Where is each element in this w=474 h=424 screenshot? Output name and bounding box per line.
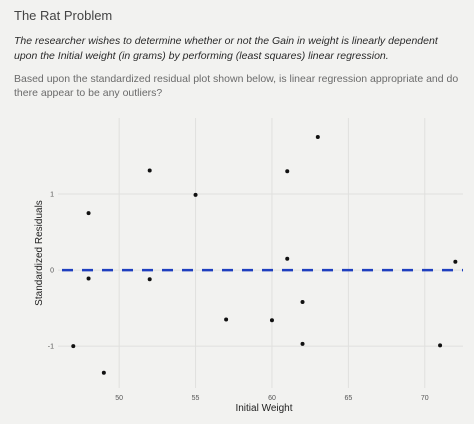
data-point (147, 277, 152, 282)
data-point (101, 370, 106, 375)
data-points (71, 135, 458, 375)
data-point (285, 256, 290, 261)
data-point (193, 192, 198, 197)
x-tick-labels: 50 55 60 65 70 (115, 395, 429, 402)
data-point (300, 341, 305, 346)
y-axis-label: Standardized Residuals (34, 200, 45, 306)
data-point (438, 343, 443, 348)
plot-area (58, 118, 463, 388)
x-tick-label: 60 (268, 395, 276, 402)
residual-plot: 50 55 60 65 70 -1 0 1 Initial Weight Standardi… (34, 118, 463, 414)
data-point (86, 276, 91, 281)
data-point (86, 211, 91, 216)
data-point (453, 259, 458, 264)
y-tick-label: 0 (50, 268, 54, 275)
data-point (224, 317, 229, 322)
gridlines (58, 118, 463, 388)
data-point (269, 318, 274, 323)
y-tick-label: 1 (50, 192, 54, 199)
data-point (315, 135, 320, 140)
x-axis-label: Initial Weight (235, 403, 292, 414)
data-point (300, 300, 305, 305)
problem-statement: The researcher wishes to determine wheth… (14, 35, 438, 62)
x-tick-label: 55 (192, 395, 200, 402)
x-tick-label: 50 (115, 395, 123, 402)
y-tick-label: -1 (48, 344, 54, 351)
x-tick-label: 65 (344, 395, 352, 402)
data-point (147, 168, 152, 173)
y-tick-labels: -1 0 1 (48, 192, 54, 351)
data-point (71, 344, 76, 349)
data-point (285, 169, 290, 174)
page-title: The Rat Problem (14, 8, 113, 23)
x-tick-label: 70 (421, 395, 429, 402)
question-text: Based upon the standardized residual plo… (14, 73, 459, 99)
